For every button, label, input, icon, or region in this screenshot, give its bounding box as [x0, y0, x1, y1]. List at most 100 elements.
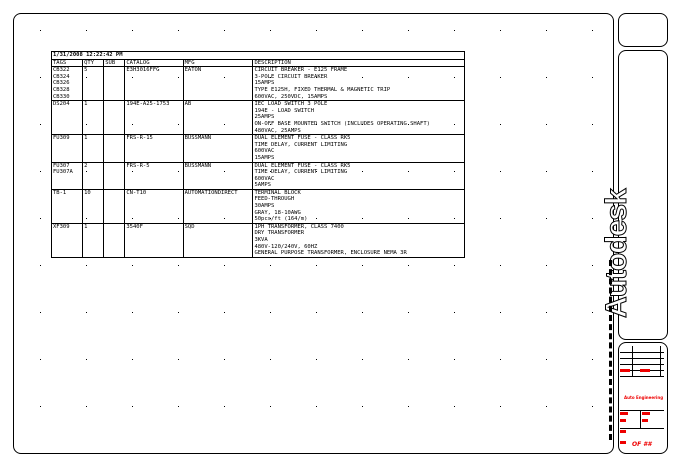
grid-dot	[132, 359, 133, 360]
grid-dot	[40, 30, 41, 31]
grid-dot	[224, 124, 225, 125]
grid-dot	[86, 30, 87, 31]
cell-qty: 2	[82, 161, 105, 190]
grid-dot	[40, 124, 41, 125]
description-line: 480VAC, 25AMPS	[254, 127, 301, 134]
cell-catalog: 3540F	[124, 222, 184, 258]
grid-dot	[132, 30, 133, 31]
grid-dot	[500, 77, 501, 78]
grid-dot	[270, 265, 271, 266]
grid-dot	[362, 406, 363, 407]
grid-dot	[86, 312, 87, 313]
grid-dot	[178, 218, 179, 219]
cell-tags: DS204	[50, 100, 84, 136]
grid-dot	[362, 218, 363, 219]
description-line: ON-OFF BASE MOUNTED SWITCH (INCLUDES OPE…	[254, 120, 430, 127]
cell-qty: 5	[82, 66, 105, 102]
description-line: CIRCUIT BREAKER - E125 FRAME	[254, 67, 348, 74]
grid-dot	[178, 30, 179, 31]
grid-dot	[454, 30, 455, 31]
cell-tags: FU309	[50, 134, 84, 163]
grid-dot	[546, 406, 547, 407]
description-line: 600VAC, 250VDC, 15AMPS	[254, 93, 328, 100]
cell-description: DUAL ELEMENT FUSE - CLASS RK5 TIME DELAY,…	[252, 161, 465, 190]
tags-line: FU307	[53, 162, 70, 169]
cell-description: IEC LOAD SWITCH 3 POLE 194E - LOAD SWITCH…	[252, 100, 465, 136]
cell-catalog: FRS-R-15	[124, 134, 184, 163]
grid-dot	[362, 171, 363, 172]
grid-dot	[546, 265, 547, 266]
grid-dot	[316, 171, 317, 172]
grid-dot	[40, 406, 41, 407]
grid-dot	[408, 265, 409, 266]
grid-dot	[270, 406, 271, 407]
grid-dot	[592, 30, 593, 31]
column-header: TAGS	[50, 58, 84, 68]
table-row: FU309 1 FRS-R-15 BUSSMANN DUAL ELEMENT FUSE …	[50, 134, 465, 163]
description-line: 30AMPS	[254, 203, 275, 210]
grid-dot	[592, 359, 593, 360]
grid-dot	[178, 77, 179, 78]
grid-dot	[546, 171, 547, 172]
table-row: CB322 CB324 CB326 CB328 CB330 5 E3H3016FFG EATO…	[50, 66, 465, 102]
grid-dot	[500, 218, 501, 219]
grid-dot	[362, 124, 363, 125]
grid-dot	[224, 312, 225, 313]
grid-dot	[362, 265, 363, 266]
grid-dot	[546, 124, 547, 125]
grid-dot	[132, 124, 133, 125]
description-line: IEC LOAD SWITCH 3 POLE	[254, 101, 328, 108]
tags-line: CB326	[53, 80, 70, 87]
tags-line: TB-1	[53, 189, 67, 196]
grid-dot	[316, 406, 317, 407]
grid-dot	[40, 265, 41, 266]
grid-dot	[132, 77, 133, 78]
table-header: TAGS QTY SUB CATALOG MFG DESCRIPTION	[50, 58, 465, 68]
grid-dot	[86, 77, 87, 78]
grid-dot	[454, 77, 455, 78]
description-line: 15AMPS	[254, 80, 275, 87]
description-line: GENERAL PURPOSE TRANSFORMER, ENCLOSURE N…	[254, 250, 407, 257]
grid-dot	[316, 359, 317, 360]
grid-dot	[362, 77, 363, 78]
grid-dot	[454, 218, 455, 219]
cell-catalog: 194E-A25-1753	[124, 100, 184, 136]
grid-dot	[224, 218, 225, 219]
grid-dot	[546, 77, 547, 78]
description-line: FEED-THROUGH	[254, 196, 295, 203]
grid-dot	[592, 218, 593, 219]
grid-dot	[500, 312, 501, 313]
cell-sub	[103, 188, 126, 224]
description-line: DUAL ELEMENT FUSE - CLASS RK5	[254, 135, 351, 142]
title-block-info-box	[618, 342, 668, 454]
grid-dot	[86, 218, 87, 219]
description-line: 480V-120/240V, 60HZ	[254, 243, 318, 250]
grid-dot	[132, 265, 133, 266]
grid-dot	[178, 406, 179, 407]
description-line: TYPE E125H, FIXED THERMAL & MAGNETIC TRI…	[254, 86, 391, 93]
grid-dot	[408, 30, 409, 31]
table-row: DS204 1 194E-A25-1753 AB IEC LOAD SWITCH 3 P…	[50, 100, 465, 136]
grid-dot	[132, 406, 133, 407]
description-line: 3KVA	[254, 237, 268, 244]
grid-dot	[270, 30, 271, 31]
cell-tags: TB-1	[50, 188, 84, 224]
grid-dot	[270, 171, 271, 172]
report-date: 1/31/2008 12:22:42 PM	[51, 51, 465, 60]
cell-mfg: BUSSMANN	[182, 134, 254, 163]
description-line: TIME DELAY, CURRENT LIMITING	[254, 169, 348, 176]
grid-dot	[270, 359, 271, 360]
cell-tags: CB322 CB324 CB326 CB328 CB330	[50, 66, 84, 102]
grid-dot	[362, 30, 363, 31]
cell-sub	[103, 66, 126, 102]
grid-dot	[408, 312, 409, 313]
table-row: XF309 1 3540F SQD 1PH TRANSFORMER, CLASS 740…	[50, 222, 465, 258]
column-header: DESCRIPTION	[252, 58, 465, 68]
cell-tags: XF309	[50, 222, 84, 258]
grid-dot	[270, 77, 271, 78]
grid-dot	[500, 265, 501, 266]
grid-dot	[316, 77, 317, 78]
grid-dot	[224, 265, 225, 266]
cell-description: TERMINAL BLOCK FEED-THROUGH 30AMPS GRAY, 18…	[252, 188, 465, 224]
